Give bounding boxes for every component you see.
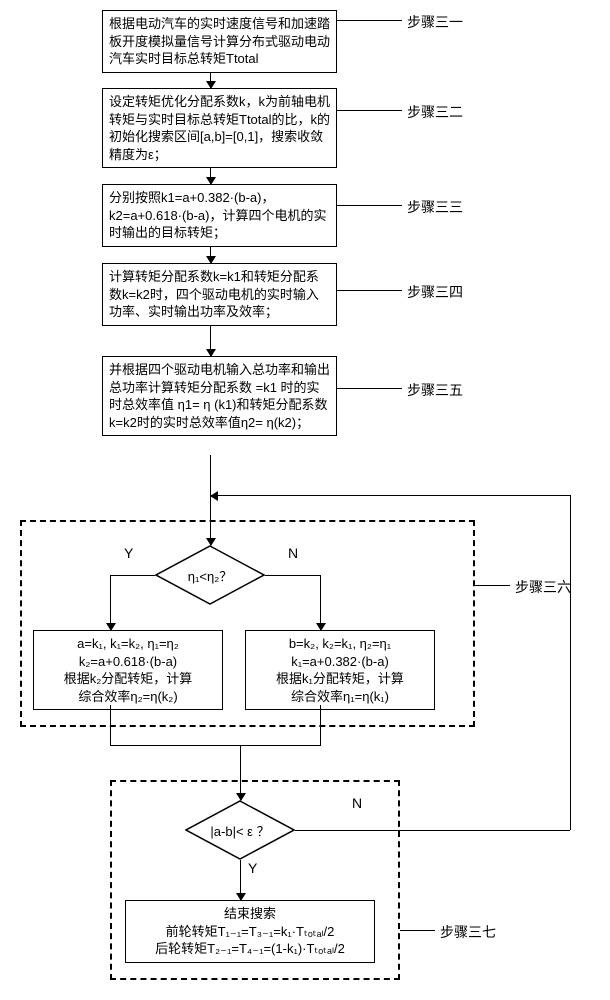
yn-y2: Y (248, 860, 257, 876)
arrow-34-35 (210, 326, 211, 356)
yn-y1: Y (124, 545, 133, 561)
final-box: 结束搜索 前轮转矩T₁₋₁=T₃₋₁=k₁·Tₜₒₜₐₗ/2 后轮转矩T₂₋₁=… (125, 900, 375, 963)
merge-left-h (110, 745, 240, 746)
fb-h2 (211, 495, 571, 496)
branch-right-box: b=k₂, k₂=k₁, η₂=η₁ k₁=a+0.382·(b-a) 根据k₁… (245, 630, 435, 710)
arrow-33-34 (210, 247, 211, 263)
label-34: 步骤三四 (407, 282, 463, 302)
br-2: k₁=a+0.382·(b-a) (252, 653, 428, 671)
d2-down (240, 860, 241, 900)
fb-h1 (295, 830, 570, 831)
fb-v (570, 495, 571, 830)
step-34-text: 计算转矩分配系数k=k1和转矩分配系数k=k2时，四个驱动电机的实时输入功率、实… (109, 269, 319, 319)
bl-3: 根据k₂分配转矩，计算 (40, 670, 216, 688)
step-35-text: 并根据四个驱动电机输入总功率和输出总功率计算转矩分配系数 =k1 时的实时总效率… (109, 362, 330, 430)
arrow-31-32 (210, 72, 211, 88)
bl-2: k₂=a+0.618·(b-a) (40, 653, 216, 671)
leader-33 (337, 205, 402, 206)
step-35-box: 并根据四个驱动电机输入总功率和输出总功率计算转矩分配系数 =k1 时的实时总效率… (102, 356, 337, 436)
yn-n1: N (288, 545, 298, 561)
label-36: 步骤三六 (515, 577, 571, 597)
merge-left-v (110, 705, 111, 745)
d1-left-v (110, 575, 111, 630)
label-33: 步骤三三 (407, 197, 463, 217)
d1-right-v (320, 575, 321, 630)
leader-34 (337, 290, 402, 291)
final-2: 前轮转矩T₁₋₁=T₃₋₁=k₁·Tₜₒₜₐₗ/2 (132, 923, 368, 941)
branch-left-box: a=k₁, k₁=k₂, η₁=η₂ k₂=a+0.618·(b-a) 根据k₂… (33, 630, 223, 710)
br-3: 根据k₁分配转矩，计算 (252, 670, 428, 688)
label-37: 步骤三七 (440, 922, 496, 942)
bl-1: a=k₁, k₁=k₂, η₁=η₂ (40, 635, 216, 653)
label-32: 步骤三二 (407, 102, 463, 122)
leader-36 (475, 585, 510, 586)
merge-right-v (320, 705, 321, 745)
bl-4: 综合效率η₂=η(k₂) (40, 688, 216, 706)
label-35: 步骤三五 (407, 380, 463, 400)
d1-left-h (110, 575, 155, 576)
step-32-box: 设定转矩优化分配系数k，k为前轴电机转矩与实时目标总转矩Ttotal的比，k的初… (102, 88, 337, 168)
leader-31 (337, 20, 402, 21)
final-3: 后轮转矩T₂₋₁=T₄₋₁=(1-k₁)·Tₜₒₜₐₗ/2 (132, 940, 368, 958)
step-33-box: 分别按照k1=a+0.382·(b-a)，k2=a+0.618·(b-a)，计算… (102, 184, 337, 247)
merge-right-h (240, 745, 321, 746)
br-4: 综合效率η₁=η(k₁) (252, 688, 428, 706)
final-1: 结束搜索 (132, 905, 368, 923)
decision-eta-text: η₁<η₂？ (155, 545, 265, 605)
label-31: 步骤三一 (407, 12, 463, 32)
step-34-box: 计算转矩分配系数k=k1和转矩分配系数k=k2时，四个驱动电机的实时输入功率、实… (102, 263, 337, 326)
leader-35 (337, 388, 402, 389)
d1-right-h (265, 575, 320, 576)
arrow-32-33 (210, 168, 211, 184)
step-31-text: 根据电动汽车的实时速度信号和加速踏板开度模拟量信号计算分布式驱动电动汽车实时目标… (109, 16, 330, 66)
step-33-text: 分别按照k1=a+0.382·(b-a)，k2=a+0.618·(b-a)，计算… (109, 190, 326, 240)
yn-n2: N (352, 795, 362, 811)
leader-37 (400, 930, 435, 931)
br-1: b=k₂, k₂=k₁, η₂=η₁ (252, 635, 428, 653)
leader-32 (337, 110, 402, 111)
decision-ab: |a-b|< ε ？ (185, 800, 295, 860)
step-31-box: 根据电动汽车的实时速度信号和加速踏板开度模拟量信号计算分布式驱动电动汽车实时目标… (102, 10, 337, 73)
decision-ab-text: |a-b|< ε ？ (185, 800, 295, 860)
step-32-text: 设定转矩优化分配系数k，k为前轴电机转矩与实时目标总转矩Ttotal的比，k的初… (109, 94, 330, 162)
decision-eta: η₁<η₂？ (155, 545, 265, 605)
